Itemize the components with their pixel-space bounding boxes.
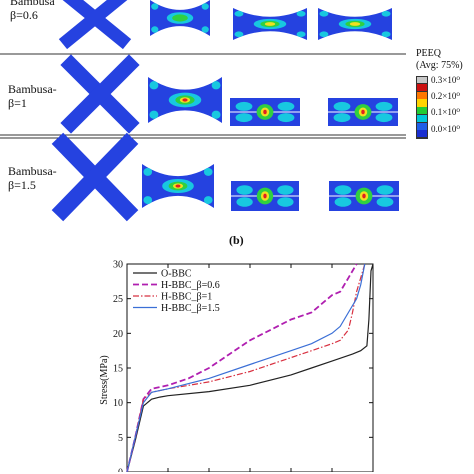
- legend-color-band: [416, 114, 428, 123]
- legend-color-band: [416, 91, 428, 100]
- specimen-x-shape: [58, 0, 132, 50]
- specimen-x-shape: [60, 54, 140, 134]
- legend-tick: 0.0×10⁰: [431, 124, 460, 134]
- simulation-panel: [0, 0, 406, 222]
- specimen-deformed: [148, 77, 222, 123]
- row-label-line: β=1.5: [8, 178, 36, 192]
- y-tick-label: 0: [118, 468, 123, 473]
- row-label-beta-1: Bambusa- β=1: [8, 82, 57, 110]
- specimen-flattened: [328, 98, 398, 126]
- specimen-flattened: [231, 181, 299, 211]
- series-line: [126, 263, 366, 472]
- specimen-flattened: [329, 181, 399, 211]
- legend-frame: [416, 76, 428, 138]
- legend-tick: 0.2×10⁰: [431, 91, 460, 101]
- legend-color-band: [416, 122, 428, 131]
- y-tick-label: 20: [113, 329, 123, 340]
- legend-tick: 0.3×10⁰: [431, 75, 460, 85]
- specimen-deformed: [150, 0, 210, 36]
- color-scale: 0.3×10⁰ 0.2×10⁰ 0.1×10⁰ 0.0×10⁰: [416, 75, 460, 139]
- specimen-x-shape: [51, 132, 139, 222]
- legend-tick: 0.1×10⁰: [431, 107, 460, 117]
- series-line: [126, 263, 358, 472]
- legend-color-band: [416, 99, 428, 108]
- peeq-legend: PEEQ (Avg: 75%) 0.3×10⁰ 0.2×10⁰ 0.1×10⁰ …: [416, 48, 474, 139]
- y-tick-label: 10: [113, 398, 123, 409]
- row-label-beta-1-5: Bambusa- β=1.5: [8, 164, 57, 192]
- specimen-deformed: [318, 8, 392, 40]
- legend-color-band: [416, 76, 428, 85]
- y-tick-label: 5: [118, 433, 123, 444]
- row-label-beta-0-6: Bambusa β=0.6: [10, 0, 55, 22]
- row-label-line: β=1: [8, 96, 27, 110]
- y-tick-label: 25: [113, 294, 123, 305]
- series-line: [126, 263, 374, 472]
- row-label-line: β=0.6: [10, 8, 38, 22]
- legend-title: PEEQ: [416, 48, 441, 59]
- y-axis-label: Stress(MPa): [99, 355, 110, 404]
- row-label-line: Bambusa-: [8, 164, 57, 178]
- specimen-deformed: [142, 164, 214, 208]
- specimen-flattened: [230, 98, 300, 126]
- row-label-line: Bambusa: [10, 0, 55, 8]
- stress-strain-chart: 0510152025300.00.10.20.30.40.50.6Stress(…: [99, 260, 374, 473]
- legend-entry: H-BBC_β=1.5: [161, 303, 220, 314]
- legend-color-band: [416, 83, 428, 92]
- panel-b-label: (b): [229, 233, 244, 247]
- legend-entry: H-BBC_β=1: [161, 292, 212, 303]
- specimen-deformed: [233, 8, 307, 40]
- legend-entry: O-BBC: [161, 269, 192, 280]
- y-tick-label: 15: [113, 364, 123, 375]
- row-label-line: Bambusa-: [8, 82, 57, 96]
- legend-entry: H-BBC_β=0.6: [161, 280, 220, 291]
- legend-color-band: [416, 107, 428, 116]
- y-tick-label: 30: [113, 260, 123, 271]
- legend-subtitle: (Avg: 75%): [416, 60, 463, 71]
